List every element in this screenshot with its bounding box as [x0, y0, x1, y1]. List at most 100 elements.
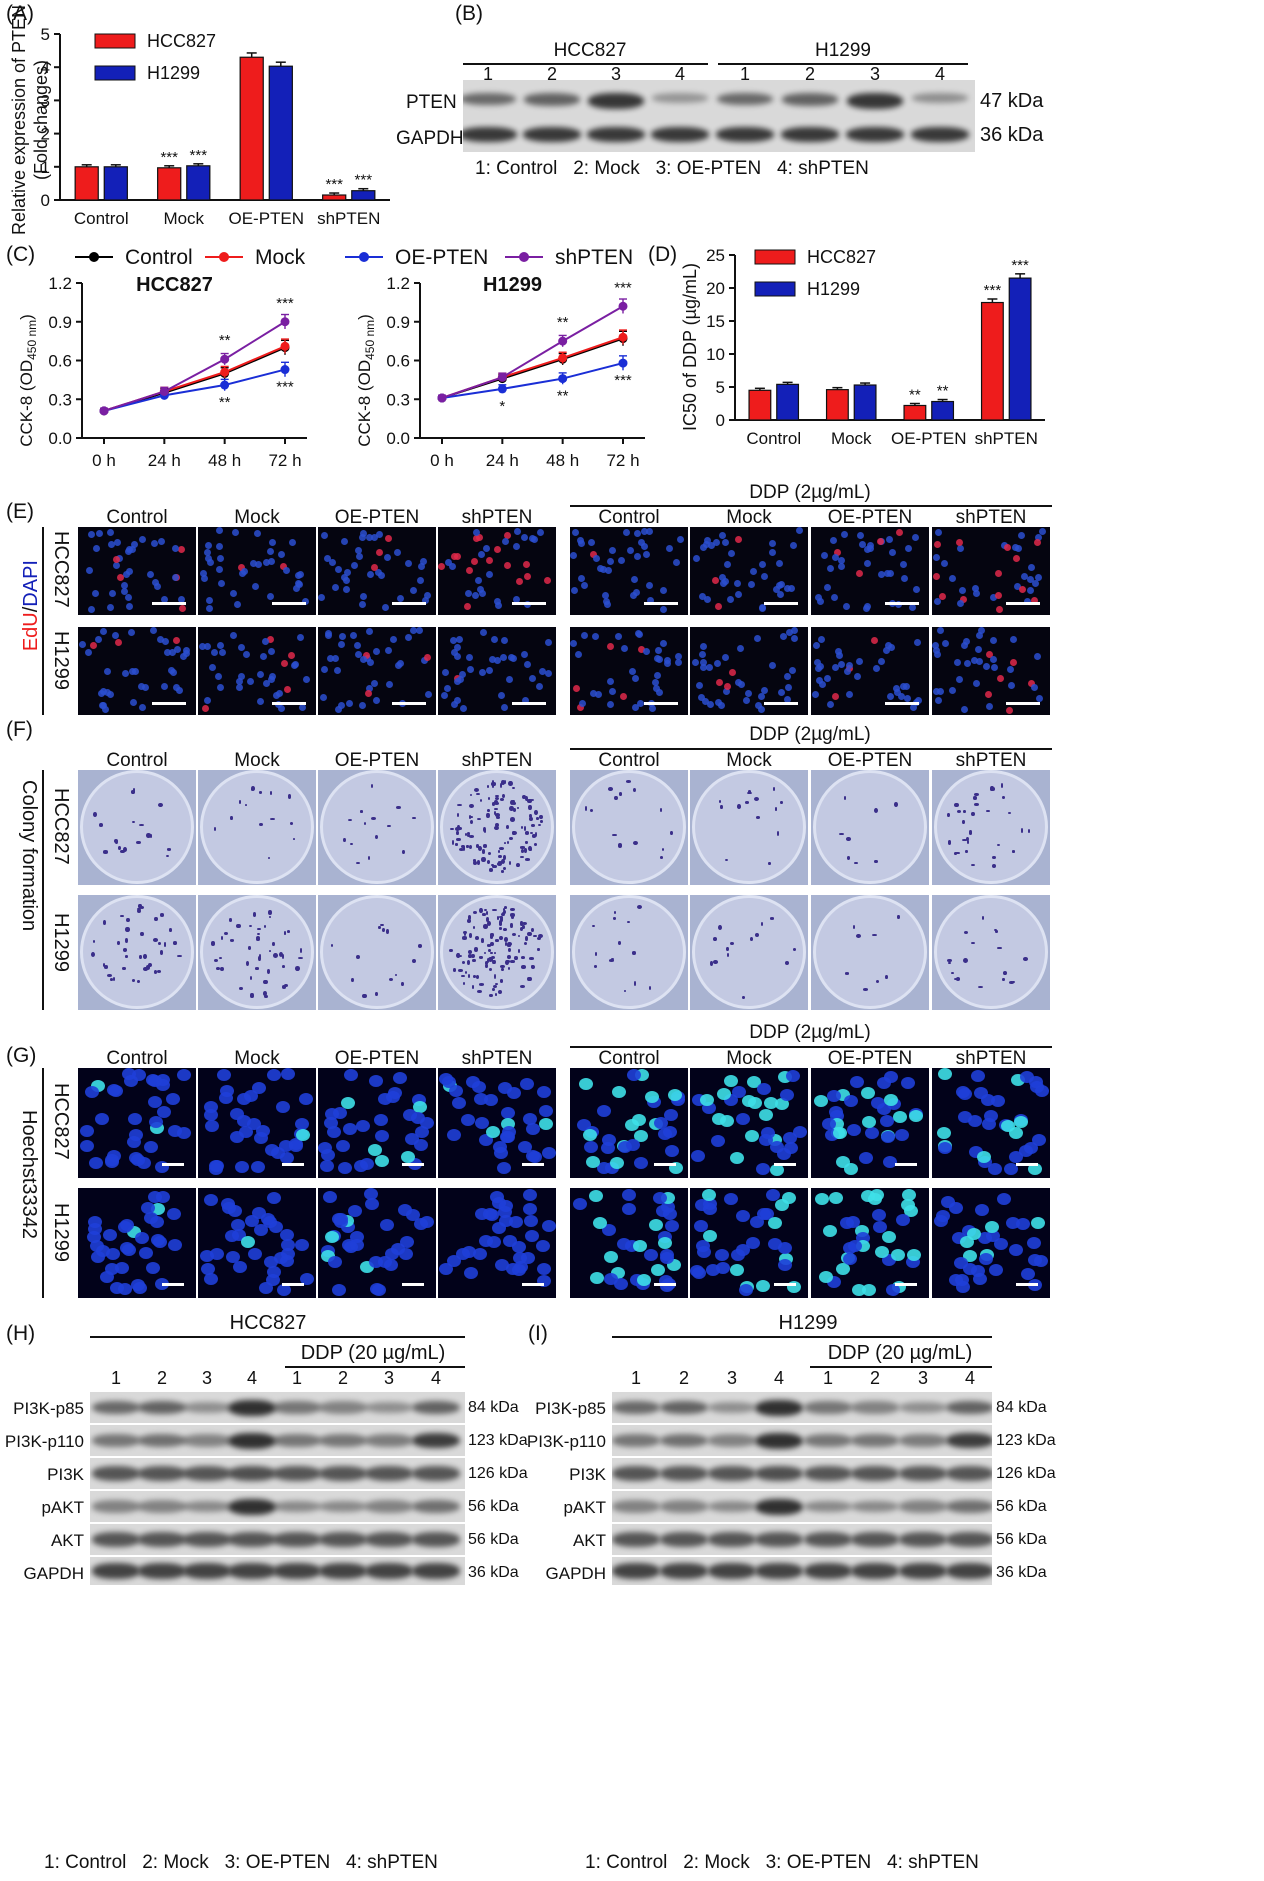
nucleus: [106, 603, 114, 611]
nucleus: [536, 1085, 551, 1098]
data-point: [497, 384, 507, 394]
colony: [506, 840, 510, 845]
blot-size-label: 123 kDa: [996, 1432, 1056, 1449]
nucleus: [614, 1277, 629, 1290]
blot-row: [612, 1458, 992, 1489]
nucleus: [614, 632, 622, 640]
nucleus: [665, 1220, 680, 1233]
nucleus: [832, 1127, 847, 1139]
nucleus: [840, 1217, 855, 1230]
blot-b-gapdh-size: 36 kDa: [980, 124, 1044, 146]
legend-swatch: [754, 249, 796, 265]
nucleus: [1035, 534, 1043, 542]
significance-bottom: ***: [276, 379, 294, 396]
nucleus: [500, 1106, 515, 1119]
colony: [246, 961, 250, 967]
colony: [153, 938, 159, 942]
colony: [380, 923, 384, 927]
lane-legend-1: 1: Control: [44, 1852, 127, 1873]
nucleus: [850, 1076, 865, 1089]
nucleus: [356, 1120, 371, 1133]
nucleus: [216, 684, 224, 692]
colony: [499, 979, 504, 983]
blot-band: [183, 1401, 231, 1414]
colony: [492, 865, 497, 868]
nucleus: [226, 1251, 241, 1264]
nucleus: [536, 528, 544, 536]
nucleus: [713, 659, 721, 667]
blot-band: [612, 1434, 660, 1447]
blot-band: [946, 1400, 992, 1415]
nucleus: [281, 659, 289, 667]
nucleus: [649, 1218, 664, 1231]
colony: [770, 917, 775, 920]
colony: [539, 815, 543, 820]
hoechst-image: [198, 1068, 316, 1178]
blot-band: [412, 1563, 460, 1579]
nucleus: [375, 1129, 390, 1142]
colony: [138, 824, 144, 827]
colony: [467, 949, 473, 954]
nucleus: [465, 654, 473, 662]
colony: [521, 965, 526, 969]
colony: [956, 809, 961, 813]
nucleus: [365, 533, 373, 541]
nucleus: [375, 1154, 390, 1167]
nucleus: [823, 583, 831, 591]
colony: [725, 858, 729, 862]
colony: [268, 950, 271, 953]
nucleus: [232, 528, 239, 536]
legend-label: HCC827: [807, 247, 876, 267]
colony: [745, 800, 749, 804]
colony: [492, 959, 496, 965]
colony: [648, 985, 651, 991]
blot-row: [612, 1524, 992, 1555]
nucleus: [243, 650, 251, 658]
nucleus: [636, 631, 644, 638]
colony: [726, 946, 729, 952]
colony: [272, 941, 275, 946]
nucleus: [465, 589, 473, 597]
blot-band: [946, 1466, 992, 1481]
nucleus: [131, 1068, 146, 1081]
colony: [479, 983, 484, 986]
nucleus: [1035, 1084, 1050, 1097]
nucleus: [350, 561, 358, 569]
nucleus: [1033, 1254, 1048, 1267]
nucleus: [1008, 1151, 1023, 1164]
scale-bar: [774, 1163, 796, 1166]
nucleus: [453, 643, 461, 651]
nucleus: [249, 560, 257, 568]
nucleus: [201, 575, 209, 583]
bar-hcc827: [980, 301, 1004, 421]
nucleus: [830, 594, 838, 602]
blot-band: [708, 1466, 756, 1481]
colony: [500, 967, 504, 972]
colony: [214, 826, 217, 831]
bar-h1299: [103, 166, 128, 201]
blot-band: [851, 1401, 899, 1414]
blot-band: [660, 1466, 708, 1481]
nucleus: [344, 1241, 359, 1254]
colony: [472, 958, 476, 963]
nucleus: [738, 681, 746, 689]
lane-number: 1: [291, 1368, 303, 1388]
colony: [522, 924, 526, 930]
nucleus: [759, 561, 767, 569]
nucleus: [494, 1259, 509, 1272]
blot-b-h1299-bracket: [718, 63, 968, 65]
colony: [997, 946, 1003, 950]
colony: [527, 931, 532, 937]
nucleus: [280, 1228, 295, 1241]
colony: [632, 951, 636, 955]
blot-protein-label: PI3K-p110: [4, 1432, 84, 1451]
blot-band: [365, 1532, 413, 1547]
nucleus: [848, 1240, 862, 1253]
colony: [584, 806, 588, 812]
colony: [112, 976, 116, 982]
nucleus: [1014, 1116, 1029, 1129]
nucleus: [982, 1118, 997, 1131]
colony: [625, 779, 631, 783]
blot-band: [273, 1500, 321, 1513]
nucleus: [462, 1245, 477, 1258]
